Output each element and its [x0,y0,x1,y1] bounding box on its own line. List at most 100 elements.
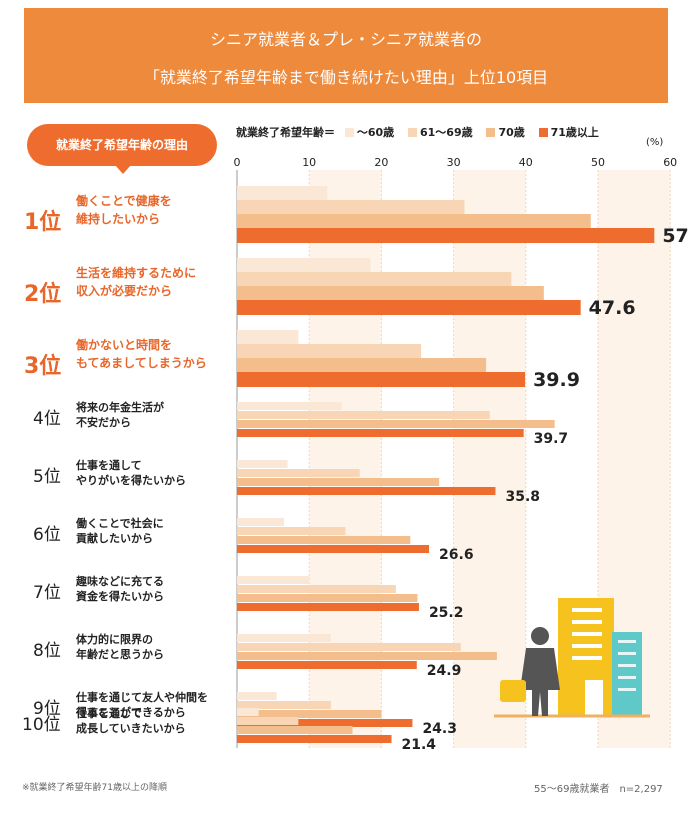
x-tick-label: 50 [591,156,605,169]
reason-label: 生活を維持するために 収入が必要だから [76,264,236,300]
rank-label: 7位 [33,583,61,603]
bar-70 [237,536,411,544]
bar-71plus [237,300,581,315]
bar-71plus [237,372,526,387]
bar-71plus [237,719,413,727]
reason-label-line: 体力的に限界の [76,633,153,646]
reason-label-line: 働くことで健康を [76,194,172,208]
bar-upto60 [237,708,259,716]
reason-label-line: 仕事を通じて友人や仲間を [76,691,208,704]
bar-71plus [237,735,392,743]
legend-swatch [344,128,354,137]
reason-column-header: 就業終了希望年齢の理由 [27,124,217,174]
reason-label: 働くことで社会に 貢献したいから [76,516,236,546]
bar-61-69 [237,717,299,725]
person-head [531,627,549,645]
bar-upto60 [237,460,288,468]
title-banner: シニア就業者＆プレ・シニア就業者の 「就業終了希望年齢まで働き続けたい理由」上位… [24,8,668,103]
data-label: 39.7 [534,431,569,447]
bar-70 [237,652,497,660]
building-window [618,640,636,643]
building-window [618,652,636,655]
bar-61-69 [237,272,512,286]
background-band [453,170,526,748]
reason-label-line: 維持したいから [76,212,161,226]
reason-label-line: 仕事を通して [76,459,142,472]
reason-label-line: 仕事を通じて [76,707,142,720]
legend-swatch [408,128,417,137]
data-label: 47.6 [589,297,636,319]
reason-label: 趣味などに充てる 資金を得たいから [76,574,236,604]
reason-label-line: 資金を得たいから [76,590,164,603]
legend-swatch [486,128,496,137]
building-window [572,632,602,636]
bar-70 [237,286,544,300]
reason-label: 働くことで健康を 維持したいから [76,192,236,228]
reason-label-line: 貢献したいから [76,532,153,545]
x-tick-label: 0 [234,156,241,169]
legend-title: 就業終了希望年齢＝ [236,126,335,139]
data-label: 25.2 [429,605,464,621]
data-label: 26.6 [439,547,474,563]
bar-upto60 [237,330,299,344]
reason-label-line: 成長していきたいから [76,722,186,735]
x-tick-label: 20 [374,156,388,169]
reason-label-line: やりがいを得たいから [76,474,186,487]
bar-61-69 [237,701,331,709]
building-window [618,676,636,679]
bar-71plus [237,603,419,611]
reason-label-line: 趣味などに充てる [76,575,164,588]
reason-label: 仕事を通してやりがいを得たいから [76,458,236,488]
bar-61-69 [237,411,490,419]
bar-71plus [237,228,655,243]
bar-71plus [237,487,496,495]
building-window [572,656,602,660]
data-label: 39.9 [533,369,580,391]
data-label: 21.4 [402,737,437,753]
bar-upto60 [237,692,277,700]
reason-label-line: 収入が必要だから [76,284,173,298]
reason-label-line: 働くことで社会に [76,517,164,530]
bar-upto60 [237,576,310,584]
reason-label-line: 得ることができるから [76,706,186,719]
building-window [572,620,602,624]
x-tick-label: 60 [663,156,677,169]
legend: 就業終了希望年齢＝ ～60歳 61～69歳 70歳 71歳以上 [236,124,609,140]
bar-70 [237,420,555,428]
rank-label: 8位 [33,641,61,661]
x-tick-label: 30 [447,156,461,169]
building-window [572,644,602,648]
x-tick-label: 10 [302,156,316,169]
title-line-2: 「就業終了希望年齢まで働き続けたい理由」上位10項目 [143,68,549,87]
legend-item-upto60: ～60歳 [344,124,394,140]
bar-61-69 [237,585,396,593]
bar-upto60 [237,518,284,526]
data-label: 24.3 [422,721,457,737]
person-bag [500,680,526,702]
building-window [618,664,636,667]
bar-upto60 [237,634,331,642]
axis-unit: (%) [646,137,664,148]
data-label: 57.8 [662,225,690,247]
sample-note: 55～69歳就業者 n=2,297 [534,784,663,795]
rank-label: 4位 [33,409,61,429]
rank-label: 1位 [24,210,62,235]
reason-label-line: 年齢だと思うから [76,648,164,661]
bar-70 [237,478,440,486]
bar-upto60 [237,186,328,200]
reason-label-line: 生活を維持するために [76,266,197,280]
reason-label-line: 不安だから [76,416,131,429]
legend-item-61-69: 61～69歳 [408,124,473,140]
bar-upto60 [237,258,371,272]
reason-label: 将来の年金生活が 不安だから [76,400,236,430]
bar-70 [237,358,487,372]
reason-label: 体力的に限界の 年齢だと思うから [76,632,236,662]
rank-label: 5位 [33,467,61,487]
bar-70 [237,214,591,228]
data-label: 35.8 [505,489,540,505]
bar-61-69 [237,643,461,651]
rank-label: 9位 [33,699,61,719]
rank-label: 2位 [24,282,62,307]
building-teal [612,632,642,716]
